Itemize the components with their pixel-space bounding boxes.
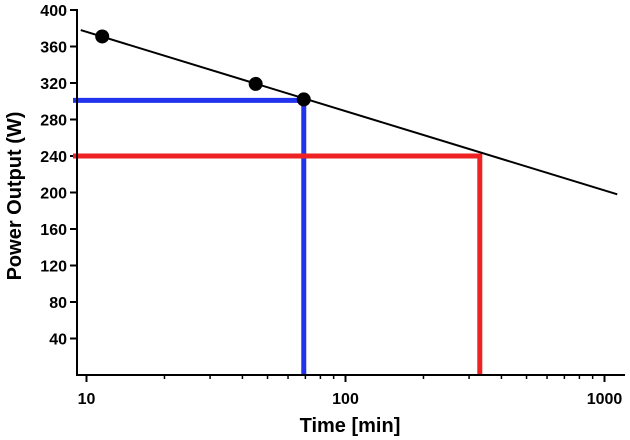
y-tick-label-360: 360 bbox=[40, 40, 67, 57]
data-point-1 bbox=[95, 29, 110, 44]
y-tick-label-240: 240 bbox=[40, 149, 67, 166]
x-axis-title: Time [min] bbox=[300, 415, 401, 437]
x-tick-label-1000: 1000 bbox=[587, 391, 623, 408]
x-tick-label-10: 10 bbox=[78, 391, 96, 408]
data-point-3 bbox=[296, 92, 311, 107]
y-tick-label-160: 160 bbox=[40, 222, 67, 239]
y-tick-label-40: 40 bbox=[49, 332, 67, 349]
y-axis-title: Power Output (W) bbox=[4, 112, 26, 281]
y-tick-label-400: 400 bbox=[40, 3, 67, 20]
x-axis-ticks: 10 100 1000 bbox=[78, 375, 623, 408]
y-tick-label-80: 80 bbox=[49, 295, 67, 312]
fit-line bbox=[80, 29, 618, 196]
y-tick-label-200: 200 bbox=[40, 186, 67, 203]
red-marker bbox=[73, 153, 483, 375]
y-tick-label-120: 120 bbox=[40, 259, 67, 276]
data-point-2 bbox=[248, 76, 263, 91]
y-tick-label-280: 280 bbox=[40, 113, 67, 130]
series-layer bbox=[73, 29, 618, 375]
y-tick-label-320: 320 bbox=[40, 76, 67, 93]
x-tick-label-100: 100 bbox=[332, 391, 359, 408]
y-axis-ticks: 40 80 120 160 200 240 280 320 360 400 bbox=[40, 3, 77, 349]
blue-marker bbox=[73, 97, 307, 375]
